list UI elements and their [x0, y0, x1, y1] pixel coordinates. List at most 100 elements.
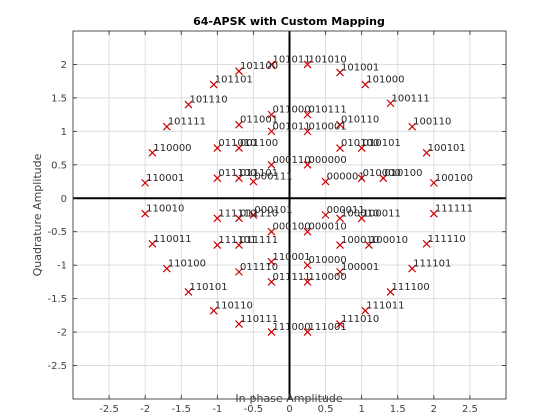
constellation-point	[336, 320, 344, 328]
x-tick-label: -2.5	[99, 404, 119, 415]
constellation-point	[209, 80, 218, 89]
point-label: 100001	[341, 262, 379, 273]
constellation-point	[267, 328, 276, 337]
x-tick-label: -2	[140, 404, 150, 415]
point-label: 011100	[218, 168, 256, 179]
point-label: 000000	[309, 155, 347, 166]
y-tick-label: 0.5	[51, 160, 67, 171]
y-tick-label: -1	[57, 261, 67, 272]
point-label: 101101	[215, 75, 253, 86]
constellation-point	[141, 209, 150, 218]
point-label: 110001	[272, 252, 310, 263]
y-tick-label: -1.5	[47, 294, 67, 305]
point-label: 010000	[363, 168, 401, 179]
point-label: 100010	[341, 208, 379, 219]
y-tick-label: 1.5	[51, 93, 67, 104]
point-label: 101000	[366, 75, 404, 86]
constellation-point	[379, 174, 388, 183]
constellation-point	[422, 239, 431, 248]
point-label: 111001	[309, 322, 347, 333]
constellation-point	[267, 110, 276, 119]
point-label: 111011	[366, 301, 404, 312]
point-label: 111010	[341, 314, 379, 325]
constellation-point	[386, 288, 395, 296]
constellation-point	[162, 122, 171, 131]
point-label: 100110	[413, 117, 451, 128]
constellation-point	[303, 127, 312, 136]
chart-title: 64-APSK with Custom Mapping	[193, 15, 385, 28]
x-axis-label: In-phase Amplitude	[235, 392, 342, 405]
y-tick-label: 0	[61, 194, 67, 205]
point-label: 100010	[341, 235, 379, 246]
constellation-point	[213, 214, 222, 223]
x-tick-label: -0.5	[244, 404, 264, 415]
point-label: 011110	[240, 208, 278, 219]
point-label: 110100	[168, 259, 206, 270]
x-tick-label: -1.5	[171, 404, 191, 415]
point-label: 101111	[168, 117, 206, 128]
constellation-point	[235, 241, 243, 250]
constellation-point	[429, 209, 438, 218]
point-label: 110111	[240, 314, 278, 325]
constellation-point	[213, 241, 222, 250]
point-label: 011110	[240, 262, 278, 273]
point-label: 000111	[254, 172, 292, 183]
constellation-point	[336, 68, 344, 77]
constellation-point	[235, 120, 243, 129]
y-tick-label: -2.5	[47, 361, 67, 372]
point-label: 110110	[215, 301, 253, 312]
constellation-point	[386, 99, 395, 108]
constellation-point	[408, 264, 417, 273]
constellation-point	[321, 211, 330, 219]
point-label: 101001	[341, 62, 379, 73]
x-tick-label: 1.5	[390, 404, 406, 415]
x-tick-label: 2	[431, 404, 437, 415]
x-tick-label: -1	[212, 404, 222, 415]
plot-frame	[72, 30, 507, 400]
point-label: 110001	[146, 173, 184, 184]
point-label: 111111	[435, 204, 473, 215]
point-label: 101010	[309, 54, 347, 65]
constellation-point	[249, 177, 258, 186]
point-label: 000001	[327, 172, 365, 183]
point-label: 010000	[309, 255, 347, 266]
point-label: 011111	[272, 272, 310, 283]
point-label: 000110	[272, 155, 310, 166]
constellation-point	[162, 264, 171, 273]
point-label: 101100	[240, 61, 278, 72]
point-label: 000011	[327, 205, 365, 216]
point-label: 011010	[218, 138, 256, 149]
constellation-point	[267, 277, 276, 286]
point-label: 110011	[153, 234, 191, 245]
point-label: 110101	[189, 282, 227, 293]
point-label: 001011	[272, 121, 310, 132]
y-tick-label: 2	[61, 60, 67, 71]
point-label: 011000	[272, 105, 310, 116]
constellation-point	[303, 60, 312, 69]
constellation-point	[267, 257, 276, 266]
point-label: 011111	[240, 235, 278, 246]
x-tick-label: 2.5	[462, 404, 478, 415]
point-label: 010100	[341, 138, 379, 149]
point-label: 110000	[153, 143, 191, 154]
constellation-point	[303, 110, 312, 119]
point-label: 011001	[240, 115, 278, 126]
point-label: 111110	[428, 234, 466, 245]
point-label: 111100	[392, 282, 430, 293]
point-labels-layer: 000000 000001 000010 000011 000100 000101 0001…	[146, 54, 473, 333]
constellation-point	[303, 277, 312, 286]
point-label: 100011	[363, 208, 401, 219]
point-label: 000010	[309, 222, 347, 233]
constellation-point	[321, 177, 330, 186]
constellation-point	[336, 267, 344, 276]
point-label: 010100	[384, 168, 422, 179]
constellation-point	[357, 214, 366, 223]
constellation-point	[357, 174, 366, 183]
point-label: 100100	[435, 173, 473, 184]
point-label: 010110	[341, 115, 379, 126]
constellation-point	[141, 178, 150, 187]
constellation-point	[336, 144, 344, 153]
constellation-point	[267, 160, 276, 169]
